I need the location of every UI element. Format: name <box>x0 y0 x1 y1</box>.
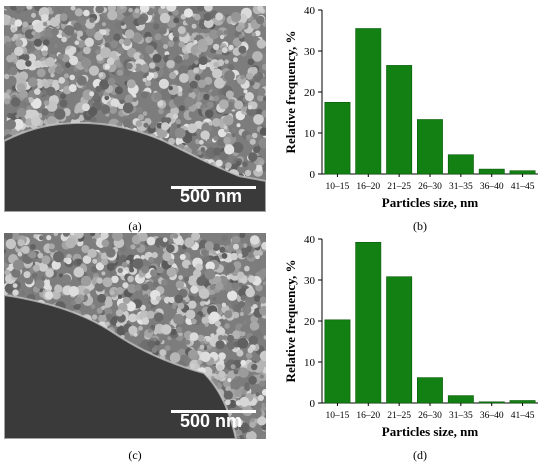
chart-d-y-tick-label: 0 <box>310 398 316 410</box>
caption-a: (a) <box>128 219 142 233</box>
chart-d-x-tick-label: 26–30 <box>418 411 442 421</box>
sem-texture-a <box>4 6 266 212</box>
chart-d-bar-1 <box>355 242 382 404</box>
chart-b-bar-2 <box>386 65 413 175</box>
chart-b-bar-3 <box>417 119 443 175</box>
chart-b-bar-1 <box>355 28 382 175</box>
chart-b-x-axis-label: Particles size, nm <box>382 195 479 210</box>
chart-b-x-tick-label: 31–35 <box>449 182 473 192</box>
chart-b-x-tick-label: 16–20 <box>356 182 380 192</box>
chart-d-bar-0 <box>324 319 351 404</box>
scale-bar-a <box>171 186 256 189</box>
chart-b-y-axis-label: Relative frequency, % <box>283 31 298 154</box>
chart-d-x-tick-label: 41–45 <box>511 411 535 421</box>
chart-b-bar-0 <box>324 102 351 175</box>
sem-image-c: 500 nm <box>4 233 266 439</box>
chart-d-bar-3 <box>417 377 443 404</box>
chart-d-x-tick-label: 21–25 <box>387 411 411 421</box>
chart-d-bar-6 <box>509 400 536 404</box>
chart-d-x-tick-label: 16–20 <box>356 411 380 421</box>
scale-label-c: 500 nm <box>180 411 243 431</box>
chart-b-bar-6 <box>509 170 536 175</box>
chart-d-y-tick-label: 30 <box>304 275 316 287</box>
sem-image-a: 500 nm <box>4 6 266 212</box>
substrate-region <box>4 295 236 439</box>
substrate-region <box>4 122 266 212</box>
chart-b-x-tick-label: 26–30 <box>418 182 442 192</box>
chart-d-x-tick-label: 31–35 <box>449 411 473 421</box>
chart-d-x-axis-label: Particles size, nm <box>382 424 479 439</box>
chart-b-y-tick-label: 20 <box>304 87 316 99</box>
scale-bar-c <box>171 410 256 413</box>
chart-b-y-tick-label: 40 <box>304 5 316 17</box>
sem-texture-c <box>4 233 266 439</box>
chart-b-y-tick-label: 30 <box>304 46 316 58</box>
chart-d-y-tick-label: 20 <box>304 316 316 328</box>
caption-b: (b) <box>413 219 427 233</box>
chart-d-y-tick-label: 10 <box>304 357 316 369</box>
scale-label-a: 500 nm <box>180 186 243 206</box>
chart-d-x-tick-label: 10–15 <box>326 411 350 421</box>
histogram-d: 0 10 20 30 40 10–15 16–20 21–25 26–30 31–35 36–40 4… <box>283 234 538 439</box>
caption-c: (c) <box>128 448 142 462</box>
chart-b-bar-4 <box>447 154 474 175</box>
chart-d-y-tick-label: 40 <box>304 234 316 246</box>
chart-b-x-tick-label: 21–25 <box>387 182 411 192</box>
chart-b-x-tick-label: 36–40 <box>480 182 504 192</box>
caption-d: (d) <box>413 448 427 462</box>
chart-b-y-tick-label: 0 <box>310 169 316 181</box>
chart-d-bar-2 <box>386 276 413 404</box>
chart-b-x-tick-label: 10–15 <box>326 182 350 192</box>
chart-d-bar-5 <box>478 401 505 404</box>
chart-d-x-tick-label: 36–40 <box>480 411 504 421</box>
histogram-b: 0 10 20 30 40 10–15 16–20 21–25 26–30 31–35 36–40 4… <box>283 5 538 210</box>
chart-d-y-axis-label: Relative frequency, % <box>283 260 298 383</box>
chart-b-x-tick-label: 41–45 <box>511 182 535 192</box>
chart-b-y-tick-label: 10 <box>304 128 316 140</box>
chart-b-bar-5 <box>478 168 505 175</box>
chart-d-bar-4 <box>447 395 474 404</box>
